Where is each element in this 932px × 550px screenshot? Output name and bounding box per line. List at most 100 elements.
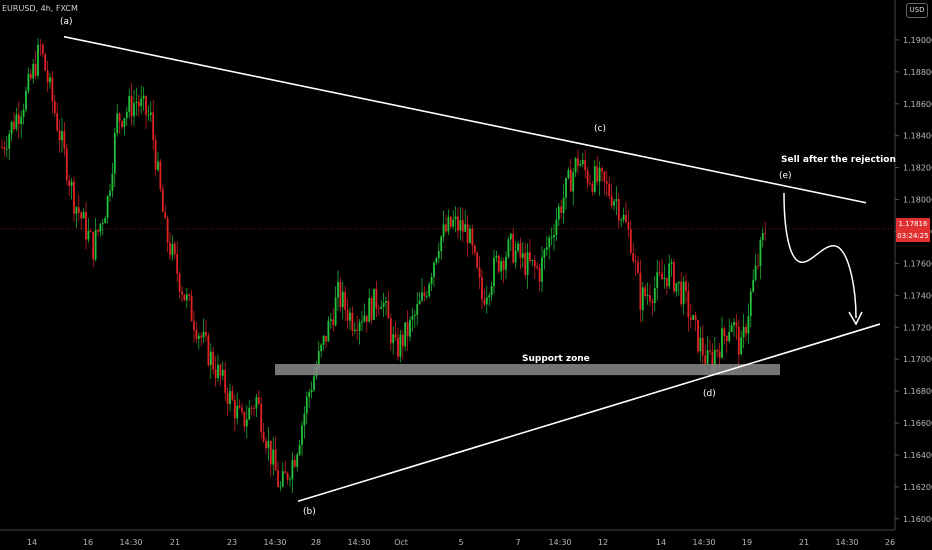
candle-body <box>269 440 272 465</box>
candle-body <box>689 317 692 320</box>
candle-body <box>440 236 443 252</box>
candle-body <box>207 335 210 366</box>
candle-body <box>382 302 385 308</box>
candle-body <box>106 195 109 218</box>
candle-body <box>241 407 243 412</box>
candle-body <box>327 320 330 342</box>
candle-body <box>209 351 212 366</box>
candle-body <box>99 223 102 232</box>
candle-body <box>109 190 111 196</box>
x-tick-label: 14:30 <box>119 538 142 547</box>
candle-body <box>725 335 728 341</box>
y-tick-label: 1.19000 <box>903 36 932 45</box>
candle-body <box>533 260 536 267</box>
upper-trendline[interactable] <box>63 35 867 204</box>
candle-body <box>305 396 308 414</box>
candle-body <box>709 350 711 352</box>
candle-body <box>418 300 421 305</box>
candle-body <box>577 158 579 166</box>
candle-body <box>598 168 601 182</box>
candle-body <box>313 376 315 391</box>
candle-body <box>255 397 258 409</box>
candle-body <box>550 237 553 239</box>
candle-body <box>749 291 752 317</box>
x-tick-label: 14:30 <box>548 538 571 547</box>
trendlines[interactable] <box>63 35 881 503</box>
candle-body <box>56 113 59 131</box>
candle-body <box>584 159 587 171</box>
candle-body <box>68 180 71 186</box>
lower-trendline[interactable] <box>297 323 881 503</box>
candle-body <box>169 242 171 256</box>
candle-body <box>121 121 123 127</box>
x-tick-label: 7 <box>515 538 520 547</box>
currency-button[interactable]: USD <box>906 3 928 18</box>
candle-body <box>284 471 287 474</box>
candle-body <box>651 301 654 304</box>
candle-body <box>152 112 155 140</box>
candle-body <box>135 101 138 104</box>
candle-body <box>742 327 745 338</box>
candle-body <box>752 279 755 292</box>
candle-body <box>421 292 423 301</box>
candle-body <box>123 118 126 127</box>
candle-body <box>512 233 515 263</box>
candle-body <box>77 207 80 213</box>
y-tick-label: 1.18400 <box>903 132 932 141</box>
candle-body <box>53 101 56 114</box>
candle-body <box>188 294 191 296</box>
support-zone[interactable] <box>275 363 780 376</box>
candle-body <box>692 315 695 320</box>
candle-body <box>447 217 450 232</box>
candle-body <box>509 233 512 240</box>
candle-body <box>289 479 291 481</box>
projection-arrow[interactable] <box>783 192 857 319</box>
candle-body <box>505 256 507 270</box>
candle-body <box>37 44 39 76</box>
candle-body <box>517 243 519 251</box>
candle-body <box>416 304 419 315</box>
candle-body <box>723 328 726 336</box>
candle-body <box>653 287 656 304</box>
candle-body <box>3 147 6 150</box>
candle-body <box>149 112 152 115</box>
candle-body <box>332 319 335 326</box>
candle-body <box>613 201 615 206</box>
support-zone-rect[interactable] <box>275 363 780 376</box>
y-tick-label: 1.17200 <box>903 323 932 332</box>
candle-body <box>217 364 219 378</box>
candle-body <box>569 169 572 192</box>
candle-body <box>433 262 435 277</box>
candle-body <box>531 260 534 261</box>
candle-body <box>310 390 313 393</box>
candle-body <box>111 173 114 191</box>
candle-body <box>267 440 270 449</box>
candle-body <box>500 261 503 272</box>
wave-label-a: (a) <box>60 17 73 27</box>
candle-body <box>687 291 690 318</box>
candle-body <box>27 73 30 91</box>
y-tick-label: 1.17000 <box>903 355 932 364</box>
candle-body <box>423 292 426 297</box>
candle-body <box>497 255 500 272</box>
candle-body <box>140 98 143 107</box>
candle-body <box>380 307 383 309</box>
candle-body <box>233 399 236 419</box>
candle-body <box>639 272 642 310</box>
candle-body <box>63 131 66 149</box>
candle-body <box>589 183 591 185</box>
candle-body <box>461 220 464 232</box>
candle-body <box>464 224 467 232</box>
candle-body <box>389 318 392 344</box>
candle-body <box>250 407 253 409</box>
candle-body <box>605 181 608 184</box>
x-tick-label: 5 <box>458 538 463 547</box>
candle-body <box>157 161 159 170</box>
candle-body <box>706 350 709 364</box>
candle-body <box>567 169 570 178</box>
candle-body <box>334 297 337 326</box>
x-tick-label: 28 <box>311 538 321 547</box>
candle-body <box>617 199 620 221</box>
candle-body <box>231 391 234 400</box>
